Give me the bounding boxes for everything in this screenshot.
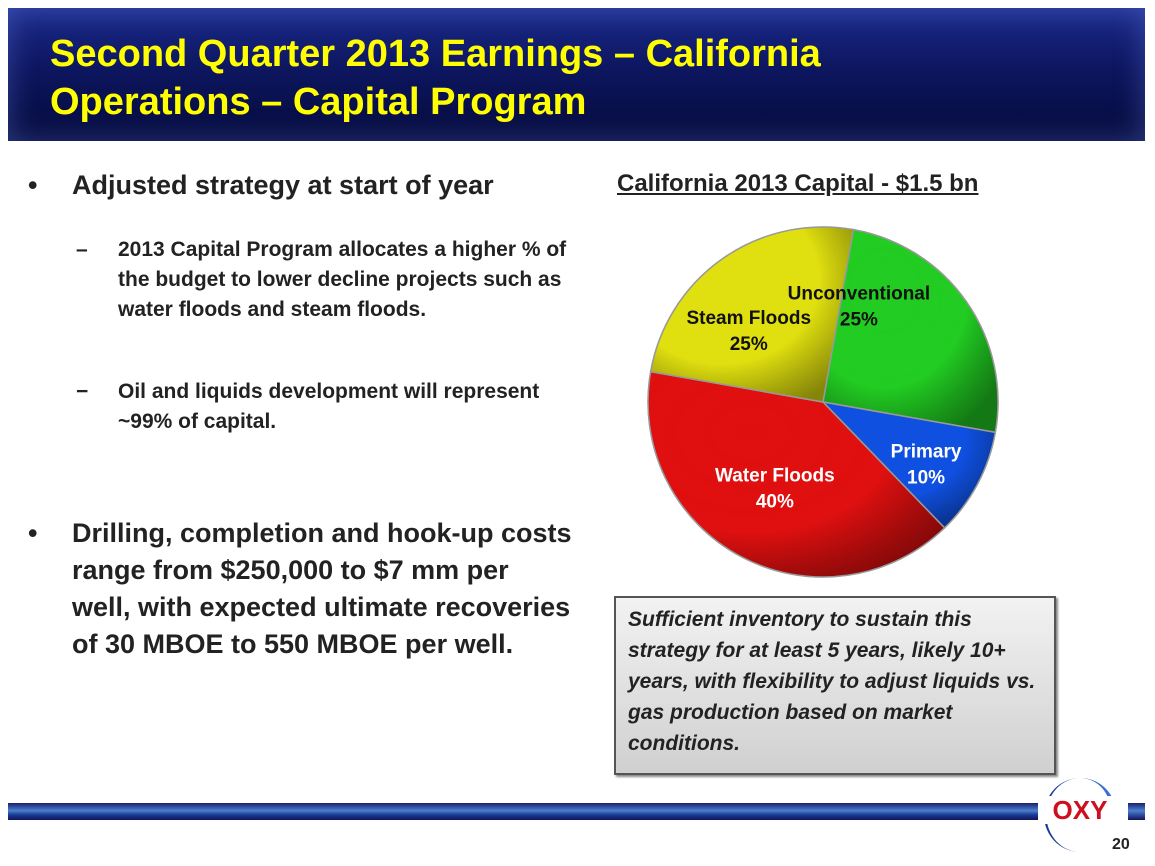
pie-value-unconventional: 25% [840, 309, 878, 330]
pie-chart: Unconventional 25% Primary 10% Water Floods 4… [647, 226, 999, 578]
chart-title: California 2013 Capital - $1.5 bn [617, 170, 979, 197]
pie-slice-shading [822, 228, 999, 434]
pie-value-steam-floods: 25% [730, 334, 768, 355]
title-line-2: Operations – Capital Program [50, 81, 587, 123]
sub-bullet-marker: − [76, 380, 89, 403]
page-number: 20 [1112, 836, 1130, 853]
sub-bullet-text: Oil and liquids development will represe… [118, 380, 540, 433]
pie-label-unconventional: Unconventional [788, 283, 931, 304]
bullet-marker: • [28, 518, 38, 548]
pie-value-primary: 10% [907, 468, 945, 489]
pie-label-steam-floods: Steam Floods [686, 308, 811, 329]
bullet-text: Drilling, completion and hook-up costs r… [72, 518, 572, 659]
footer-bar-end [1128, 803, 1145, 820]
oxy-logo: OXY [1043, 777, 1116, 852]
pie-value-water-floods: 40% [756, 491, 794, 512]
callout-box: Sufficient inventory to sustain this str… [614, 596, 1056, 775]
pie-slice-shading [820, 400, 997, 529]
sub-bullet-text: 2013 Capital Program allocates a higher … [118, 238, 567, 321]
pie-slice-shading [649, 226, 855, 403]
callout-text: Sufficient inventory to sustain this str… [628, 608, 1036, 755]
sub-bullet-marker: – [76, 238, 88, 261]
bullet-marker: • [28, 170, 38, 200]
pie-label-water-floods: Water Floods [715, 465, 835, 486]
slide-title: Second Quarter 2013 Earnings – Californi… [50, 30, 821, 126]
pie-label-primary: Primary [891, 442, 962, 463]
title-line-1: Second Quarter 2013 Earnings – Californi… [50, 33, 821, 75]
bullet-text: Adjusted strategy at start of year [72, 170, 494, 200]
footer-bar [8, 803, 1038, 820]
title-banner: Second Quarter 2013 Earnings – Californi… [8, 8, 1145, 141]
pie-slice-shading [647, 370, 946, 578]
svg-text:OXY: OXY [1053, 795, 1108, 825]
